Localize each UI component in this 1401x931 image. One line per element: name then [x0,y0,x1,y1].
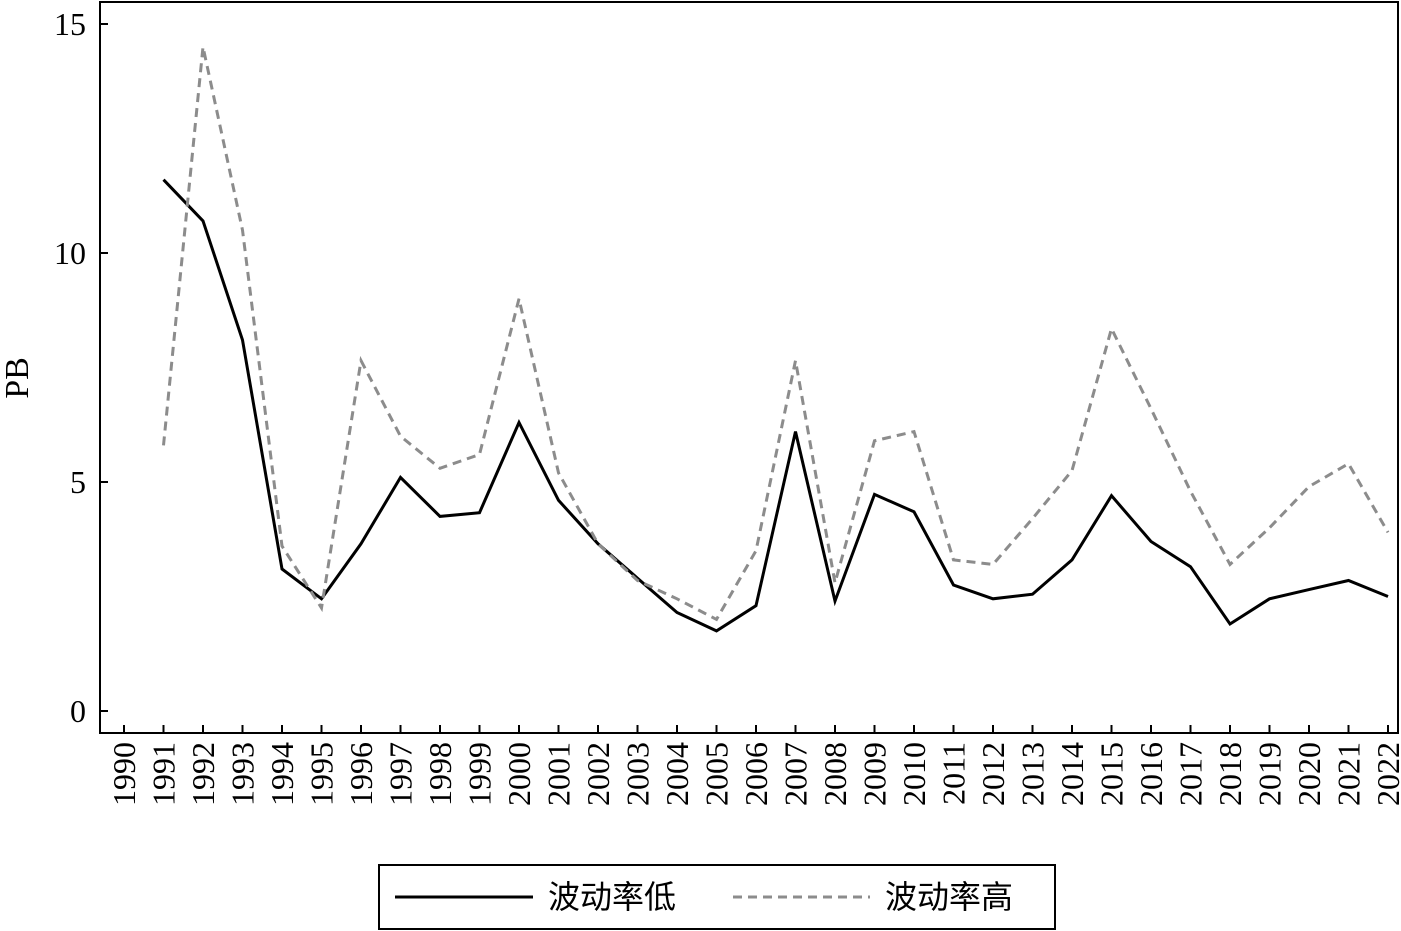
series-line-high [162,46,1390,622]
x-tick-label: 2012 [975,742,1011,806]
x-tick-label: 2008 [817,742,853,806]
x-tick-label: 1992 [185,742,221,806]
x-tick-label: 2021 [1331,742,1367,806]
x-tick-label: 2002 [580,742,616,806]
legend-label-high: 波动率高 [885,878,1013,916]
x-tick-label: 1995 [304,742,340,806]
y-tick-label: 10 [54,235,86,271]
x-tick-label: 2019 [1252,742,1288,806]
plot-frame [99,1,1399,734]
x-tick-label: 2006 [738,742,774,806]
x-tick-label: 1991 [146,742,182,806]
x-tick-label: 2005 [699,742,735,806]
x-tick-label: 2016 [1133,742,1169,806]
x-tick-label: 1998 [422,742,458,806]
x-tick-label: 2014 [1054,742,1090,806]
x-tick-label: 1997 [383,742,419,806]
x-tick-label: 2003 [620,742,656,806]
x-tick-label: 2010 [896,742,932,806]
y-tick-label: 15 [54,6,86,42]
x-tick-label: 2013 [1015,742,1051,806]
x-tick-label: 2020 [1291,742,1327,806]
x-tick-label: 1993 [225,742,261,806]
series-line-low [162,178,1389,633]
x-tick-label: 2009 [857,742,893,806]
x-tick-label: 1994 [264,742,300,806]
legend-label-low: 波动率低 [548,878,676,916]
y-tick-label: 0 [70,693,86,729]
x-tick-label: 2007 [778,742,814,806]
x-tick-label: 1996 [343,742,379,806]
x-tick-label: 2004 [659,742,695,806]
x-tick-label: 2011 [936,742,972,805]
x-tick-label: 2022 [1370,742,1401,806]
legend: 波动率低 波动率高 [378,864,1056,930]
series-layer [162,46,1390,633]
x-tick-label: 2017 [1173,742,1209,806]
x-tick-label: 2018 [1212,742,1248,806]
x-tick-label: 2001 [541,742,577,806]
y-tick-label: 5 [70,464,86,500]
y-axis: 0 5 10 15 [54,6,108,729]
x-tick-label: 2000 [501,742,537,806]
x-tick-label: 2015 [1094,742,1130,806]
x-axis: 1990 1991 1992 1993 1994 1995 1996 1997 1998 1999… [106,725,1401,806]
y-axis-title: PB [0,357,36,399]
x-tick-label: 1999 [462,742,498,806]
x-tick-label: 1990 [106,742,142,806]
